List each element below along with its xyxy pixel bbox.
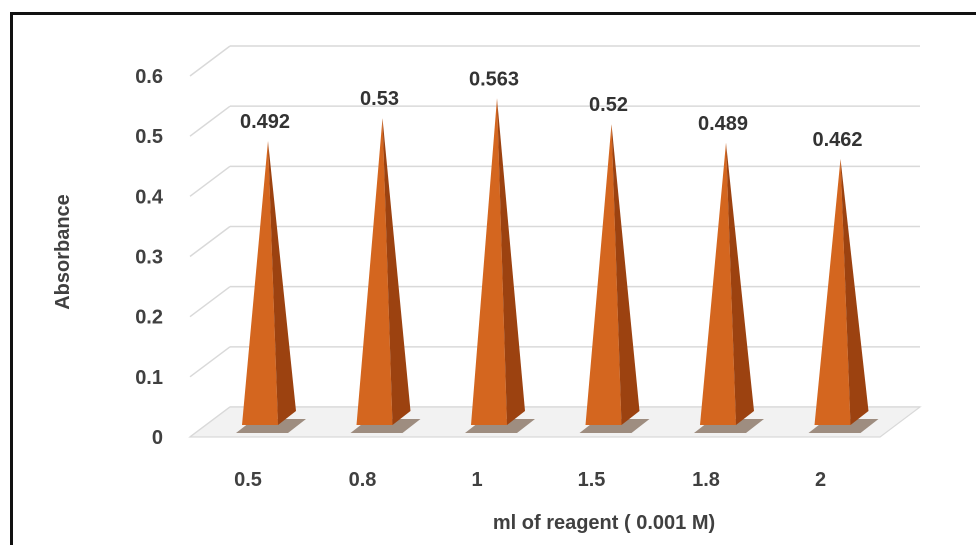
bar-front-face: [242, 140, 278, 426]
y-tick-label: 0.5: [135, 126, 163, 148]
bar: [236, 140, 306, 433]
x-tick-label: 0.8: [349, 469, 377, 491]
data-label: 0.52: [589, 94, 628, 116]
bar-side-face: [268, 140, 296, 426]
gridline-diagonal: [189, 286, 231, 318]
gridline-diagonal: [189, 225, 231, 258]
bar-front-face: [471, 98, 507, 426]
gridline-diagonal: [189, 45, 231, 77]
x-tick-label: 1.8: [692, 469, 720, 491]
y-tick-label: 0.6: [135, 66, 163, 88]
y-tick-label: 0.3: [135, 247, 163, 269]
y-axis-ticks: 0 0.1 0.2 0.3 0.4 0.5 0.6: [135, 66, 164, 449]
y-tick-label: 0.2: [135, 307, 163, 329]
bar-side-face: [382, 118, 411, 425]
y-tick-label: 0.4: [135, 186, 164, 208]
bar-front-face: [585, 124, 622, 425]
frame-border-left: [10, 12, 13, 545]
x-axis-ticks: 0.5 0.8 1 1.5 1.8 2: [234, 469, 826, 491]
gridline-diagonal: [189, 165, 231, 197]
bar: [694, 142, 764, 433]
data-label: 0.53: [360, 88, 399, 110]
x-tick-label: 1.5: [578, 469, 606, 491]
y-tick-label: 0: [152, 427, 163, 449]
bar-side-face: [726, 142, 754, 425]
gridline-diagonal: [189, 105, 231, 137]
bar-front-face: [814, 159, 851, 425]
bars: [236, 98, 879, 433]
bar: [579, 124, 650, 433]
data-label: 0.462: [812, 129, 862, 151]
bar: [465, 98, 535, 433]
data-label: 0.563: [469, 68, 519, 90]
bar: [808, 159, 879, 433]
bar-side-face: [611, 124, 640, 425]
x-tick-label: 2: [815, 469, 826, 491]
bar-front-face: [356, 118, 393, 425]
gridlines: [189, 45, 920, 438]
y-axis-title: Absorbance: [52, 194, 74, 310]
data-labels: 0.492 0.53 0.563 0.52 0.489 0.462: [240, 68, 863, 151]
x-tick-label: 0.5: [234, 469, 262, 491]
bar: [350, 118, 421, 433]
frame-border-top: [10, 12, 976, 15]
y-tick-label: 0.1: [135, 367, 163, 389]
data-label: 0.492: [240, 111, 290, 133]
bar-front-face: [700, 142, 736, 425]
x-axis-title: ml of reagent ( 0.001 M): [493, 512, 715, 534]
bar-side-face: [497, 98, 525, 426]
gridline-diagonal: [189, 346, 231, 378]
x-tick-label: 1: [471, 469, 482, 491]
data-label: 0.489: [698, 113, 748, 135]
bar-side-face: [840, 159, 869, 425]
